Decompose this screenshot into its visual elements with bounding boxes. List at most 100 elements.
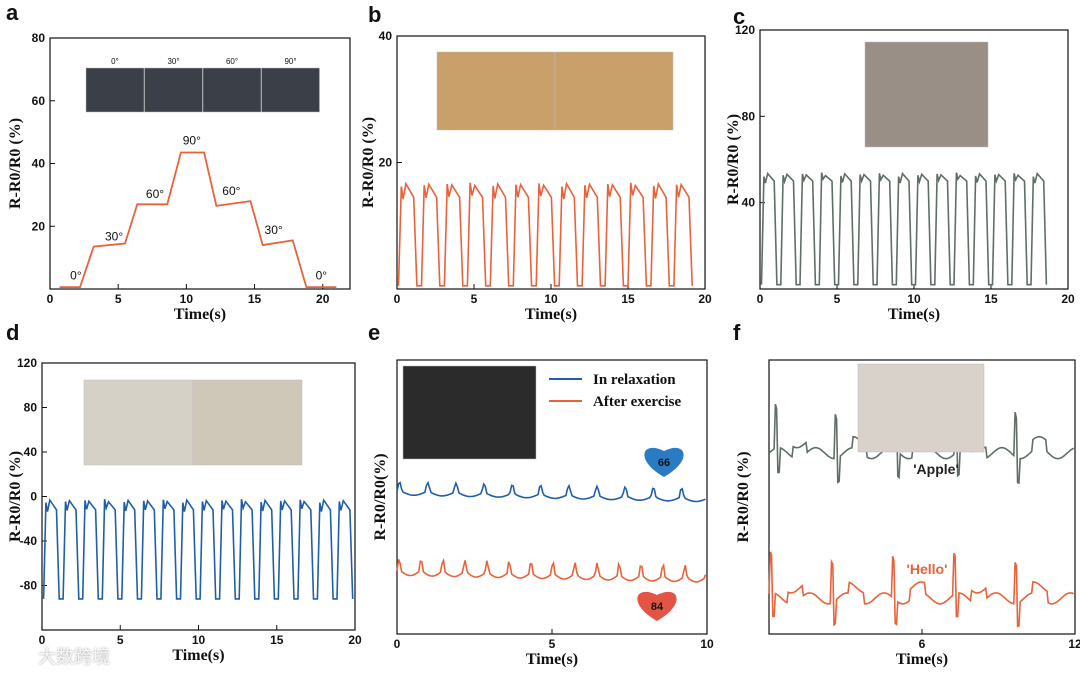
x-tick-label: 15 xyxy=(621,292,635,306)
knee-photo-bg xyxy=(864,41,989,148)
angle-annotation: 60° xyxy=(222,184,240,198)
panel-letter: d xyxy=(6,320,19,345)
photo-label: 0° xyxy=(111,57,119,66)
x-tick-label: 10 xyxy=(180,292,194,306)
y-tick-label: 20 xyxy=(379,156,393,170)
panel-letter: f xyxy=(733,320,741,345)
x-tick-label: 20 xyxy=(348,633,362,647)
series-line-1 xyxy=(768,551,1075,628)
heart-value: 66 xyxy=(658,457,670,469)
angle-annotation: 30° xyxy=(105,229,123,243)
series-line xyxy=(59,151,337,289)
finger-photo-bg xyxy=(261,67,320,113)
y-tick-label: 40 xyxy=(379,29,393,43)
word-label: 'Apple' xyxy=(913,461,959,477)
y-axis-label: R-R0/R0 (%) xyxy=(7,451,24,542)
x-axis-label: Time(s) xyxy=(526,651,578,668)
panel-d: d 0 5 10 15 20 -80 -40 0 40 80 120 Time(s) R-R0/R0 (%… xyxy=(6,320,362,664)
y-tick-label: 40 xyxy=(32,157,46,171)
shoe-photo-2 xyxy=(192,379,303,466)
finger-photo-bg xyxy=(202,67,262,113)
neck-photo-bg xyxy=(857,363,985,453)
heart-icon: 84 xyxy=(637,591,677,621)
legend-label: In relaxation xyxy=(593,372,676,388)
y-tick-label: -40 xyxy=(20,534,38,548)
wrist-photo-bg xyxy=(402,365,537,460)
y-tick-label: 40 xyxy=(24,445,38,459)
x-tick-label: 12 xyxy=(1068,637,1080,651)
x-tick-label: 10 xyxy=(700,637,714,651)
finger-photo xyxy=(85,67,145,113)
x-axis-label: Time(s) xyxy=(525,306,577,323)
finger-photo-bg xyxy=(85,67,145,113)
series-line xyxy=(42,498,354,600)
knee-photo xyxy=(864,41,989,148)
y-axis-label: R-R0/R0 (%) xyxy=(725,114,742,205)
shoe-photo-2-bg xyxy=(192,379,303,466)
y-tick-label: 40 xyxy=(742,196,756,210)
x-tick-label: 20 xyxy=(1061,292,1075,306)
y-tick-label: 80 xyxy=(24,401,38,415)
panel-b: b 0 5 10 15 20 20 40 Time(s) R-R0/R0 (%) xyxy=(360,2,712,323)
photo-label: 30° xyxy=(167,57,179,66)
finger-photo xyxy=(144,67,203,113)
heart-shape xyxy=(644,447,684,477)
x-tick-label: 0 xyxy=(394,637,401,651)
y-tick-label: 20 xyxy=(32,219,46,233)
x-tick-label: 20 xyxy=(316,292,330,306)
finger-photo xyxy=(202,67,262,113)
panel-letter: e xyxy=(368,320,380,345)
x-tick-label: 0 xyxy=(394,292,401,306)
x-axis-label: Time(s) xyxy=(174,306,226,323)
x-axis-label: Time(s) xyxy=(888,306,940,323)
x-tick-label: 5 xyxy=(549,637,556,651)
series-line-1 xyxy=(396,557,707,583)
x-tick-label: 0 xyxy=(39,633,46,647)
x-tick-label: 5 xyxy=(471,292,478,306)
shoe-photo-1 xyxy=(83,379,194,466)
panel-letter: b xyxy=(368,2,381,27)
y-axis-label: R-R0/R0 (%) xyxy=(735,451,752,542)
watermark: 大数跨境 xyxy=(38,647,110,668)
y-axis-label: R-R0/R0 (%) xyxy=(7,118,24,209)
wrist-photo-2-bg xyxy=(554,51,674,131)
x-tick-label: 10 xyxy=(192,633,206,647)
angle-annotation: 0° xyxy=(70,269,82,283)
x-tick-label: 0 xyxy=(757,292,764,306)
x-axis-label: Time(s) xyxy=(896,651,948,668)
photo-label: 90° xyxy=(284,57,296,66)
finger-photo-bg xyxy=(144,67,203,113)
x-tick-label: 15 xyxy=(270,633,284,647)
x-tick-label: 15 xyxy=(984,292,998,306)
panel-letter: c xyxy=(733,4,745,29)
y-tick-label: 80 xyxy=(32,31,46,45)
x-tick-label: 15 xyxy=(248,292,262,306)
heart-value: 84 xyxy=(651,601,664,613)
legend-label: After exercise xyxy=(593,394,681,410)
angle-annotation: 30° xyxy=(265,223,283,237)
panel-a: a 0 5 10 15 20 20 40 60 80 Time(s) R-R0/R0 (%) 0° 30°… xyxy=(6,0,351,323)
x-axis-label: Time(s) xyxy=(172,647,224,664)
y-axis-label: R-R0/R0 (%) xyxy=(360,117,377,208)
x-tick-label: 10 xyxy=(907,292,921,306)
neck-photo xyxy=(857,363,985,453)
y-tick-label: 60 xyxy=(32,94,46,108)
photo-label: 60° xyxy=(226,57,238,66)
wrist-photo xyxy=(402,365,537,460)
x-tick-label: 10 xyxy=(544,292,558,306)
y-tick-label: 120 xyxy=(17,356,37,370)
wrist-photo-2 xyxy=(554,51,674,131)
y-tick-label: 0 xyxy=(30,490,37,504)
wrist-photo-1 xyxy=(436,51,556,131)
angle-annotation: 90° xyxy=(183,134,201,148)
panel-c: c 0 5 10 15 20 40 80 120 Time(s) R-R0/R0 (%) xyxy=(725,4,1075,323)
y-tick-label: -80 xyxy=(20,579,38,593)
shoe-photo-1-bg xyxy=(83,379,194,466)
panel-f: f 6 12 Time(s) R-R0/R0 (%) 'Apple' 'Hello' xyxy=(733,320,1080,668)
angle-annotation: 0° xyxy=(316,269,328,283)
finger-photo xyxy=(261,67,320,113)
x-tick-label: 20 xyxy=(698,292,712,306)
x-tick-label: 0 xyxy=(47,292,54,306)
y-tick-label: 80 xyxy=(742,109,756,123)
